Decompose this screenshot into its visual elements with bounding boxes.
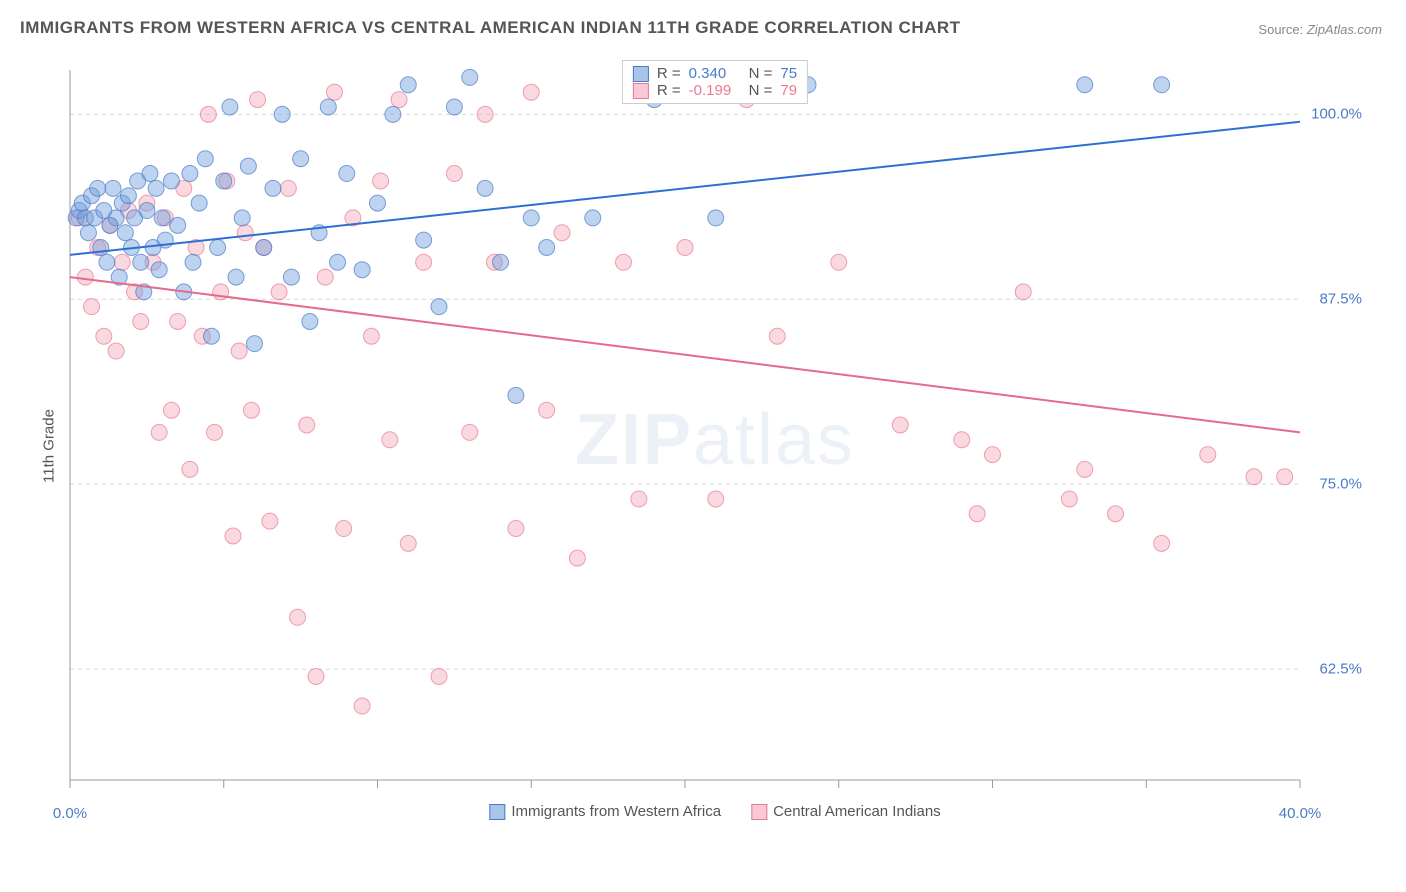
xtick-label: 40.0% bbox=[1279, 805, 1322, 822]
legend-row-pink: R = -0.199 N = 79 bbox=[633, 82, 797, 99]
chart-container: IMMIGRANTS FROM WESTERN AFRICA VS CENTRA… bbox=[0, 0, 1406, 892]
source-label: Source: bbox=[1258, 22, 1303, 37]
r-value-blue: 0.340 bbox=[689, 65, 741, 82]
chart-title: IMMIGRANTS FROM WESTERN AFRICA VS CENTRA… bbox=[20, 18, 961, 38]
n-label: N = bbox=[749, 82, 773, 99]
legend-item-pink: Central American Indians bbox=[751, 803, 941, 820]
xtick-label: 0.0% bbox=[53, 805, 87, 822]
series-legend: Immigrants from Western Africa Central A… bbox=[489, 803, 940, 820]
legend-label-blue: Immigrants from Western Africa bbox=[511, 803, 721, 820]
n-label: N = bbox=[749, 65, 773, 82]
source-attribution: Source: ZipAtlas.com bbox=[1258, 22, 1382, 37]
legend-label-pink: Central American Indians bbox=[773, 803, 941, 820]
r-label: R = bbox=[657, 82, 681, 99]
n-value-blue: 75 bbox=[780, 65, 797, 82]
swatch-pink bbox=[633, 83, 649, 99]
ytick-label: 100.0% bbox=[1311, 106, 1362, 123]
correlation-legend: R = 0.340 N = 75 R = -0.199 N = 79 bbox=[622, 60, 808, 104]
r-value-pink: -0.199 bbox=[689, 82, 741, 99]
source-name: ZipAtlas.com bbox=[1307, 22, 1382, 37]
swatch-pink bbox=[751, 804, 767, 820]
ytick-label: 87.5% bbox=[1319, 291, 1362, 308]
plot-area: ZIPatlas R = 0.340 N = 75 R = -0.199 N =… bbox=[60, 60, 1370, 820]
ytick-label: 75.0% bbox=[1319, 476, 1362, 493]
swatch-blue bbox=[633, 66, 649, 82]
r-label: R = bbox=[657, 65, 681, 82]
chart-svg bbox=[60, 60, 1370, 820]
swatch-blue bbox=[489, 804, 505, 820]
n-value-pink: 79 bbox=[780, 82, 797, 99]
ytick-label: 62.5% bbox=[1319, 661, 1362, 678]
y-axis-label: 11th Grade bbox=[40, 409, 57, 483]
legend-item-blue: Immigrants from Western Africa bbox=[489, 803, 721, 820]
legend-row-blue: R = 0.340 N = 75 bbox=[633, 65, 797, 82]
